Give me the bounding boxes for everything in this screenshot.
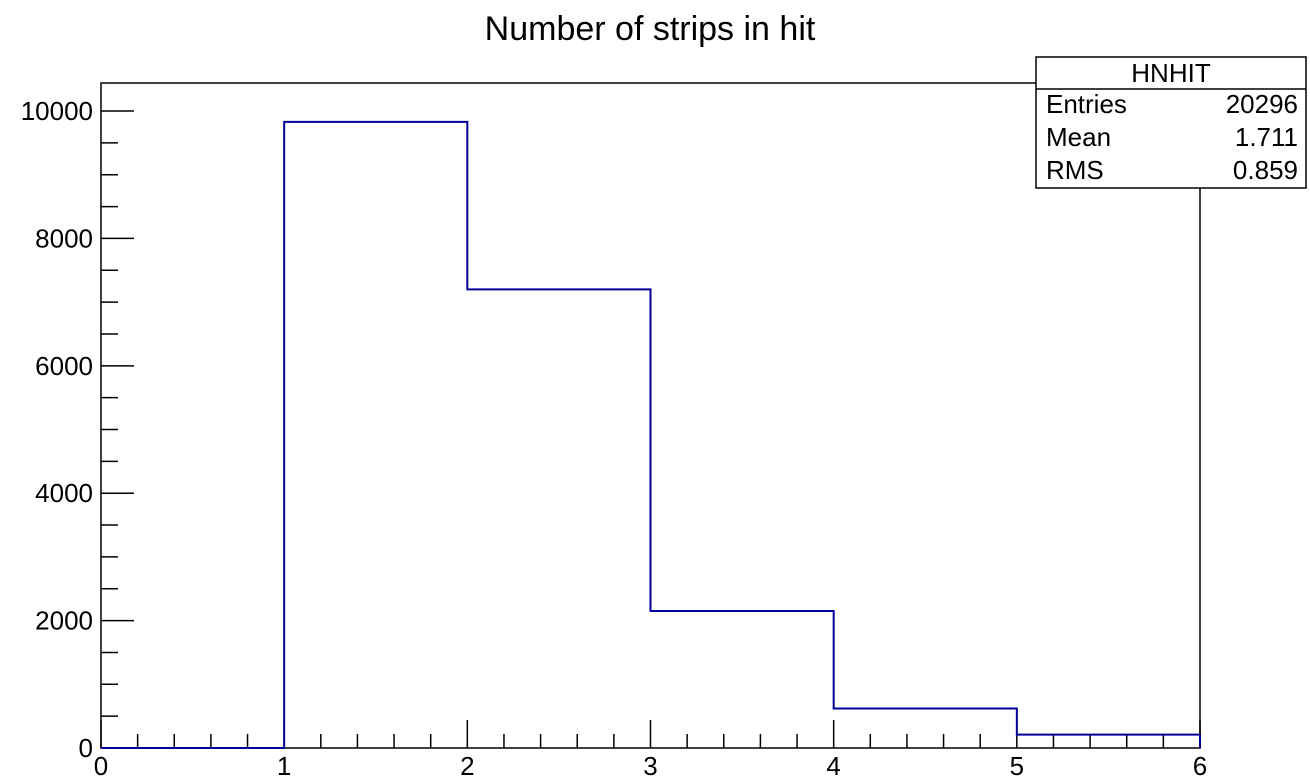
histogram-bin	[284, 122, 467, 748]
stats-box-border	[1035, 56, 1307, 189]
y-tick-label: 6000	[35, 351, 93, 381]
stats-entries-label: Entries	[1046, 89, 1127, 119]
x-tick-label: 1	[277, 751, 291, 781]
x-tick-label: 6	[1193, 751, 1207, 781]
y-tick-label: 4000	[35, 478, 93, 508]
stats-rms-label: RMS	[1046, 155, 1104, 185]
y-tick-label: 2000	[35, 606, 93, 636]
stats-mean-label: Mean	[1046, 122, 1111, 152]
histogram-outline	[101, 120, 1201, 749]
stats-mean-value: 1.711	[1235, 122, 1298, 152]
histogram-bin	[651, 611, 834, 748]
y-tick-label: 10000	[21, 96, 93, 126]
y-tick-label: 0	[79, 733, 93, 763]
y-axis-labels: 0 2000 4000 6000 8000 10000	[21, 96, 93, 763]
stats-rms-value: 0.859	[1233, 155, 1298, 185]
chart-title: Number of strips in hit	[485, 10, 816, 48]
x-tick-label: 2	[460, 751, 474, 781]
histogram-bins	[101, 120, 1201, 749]
stats-box-title: HNHIT	[1131, 58, 1211, 88]
stats-entries-value: 20296	[1226, 89, 1298, 119]
x-tick-label: 0	[94, 751, 108, 781]
x-axis-labels: 0 1 2 3 4 5 6	[94, 751, 1207, 781]
x-tick-label: 3	[643, 751, 657, 781]
histogram-bin	[1017, 735, 1200, 748]
y-axis-ticks	[101, 110, 134, 749]
histogram-bin	[467, 289, 650, 748]
stats-box: HNHIT Entries 20296 Mean 1.711 RMS 0.859	[1035, 56, 1307, 189]
x-tick-label: 5	[1010, 751, 1024, 781]
x-tick-label: 4	[826, 751, 840, 781]
x-axis-ticks	[100, 720, 1201, 748]
y-tick-label: 8000	[35, 223, 93, 253]
histogram-bin	[834, 709, 1017, 748]
